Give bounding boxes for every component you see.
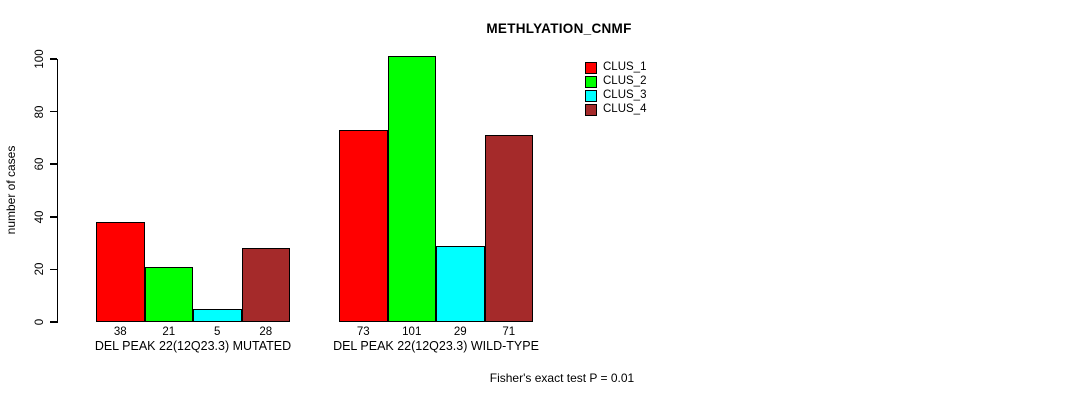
legend-item-clus_4: CLUS_4 <box>585 103 646 117</box>
y-tick <box>49 110 57 113</box>
bar-value-label: 28 <box>259 326 273 338</box>
bar-value-label: 38 <box>113 326 127 338</box>
y-tick-label: 0 <box>34 318 46 326</box>
y-tick-label: 40 <box>34 210 46 224</box>
bar-value-label: 29 <box>453 326 467 338</box>
legend-item-clus_3: CLUS_3 <box>585 89 646 103</box>
bar-clus_1-group2 <box>339 130 388 322</box>
group-label: DEL PEAK 22(12Q23.3) WILD-TYPE <box>333 339 539 353</box>
bar-clus_2-group1 <box>144 266 193 322</box>
footer-annotation: Fisher's exact test P = 0.01 <box>489 371 635 385</box>
y-tick-label: 80 <box>34 105 46 118</box>
y-tick <box>49 216 57 218</box>
legend-swatch-clus_3 <box>585 90 597 102</box>
bar-clus_1-group1 <box>96 222 145 322</box>
y-tick <box>49 321 57 323</box>
chart-title: METHLYATION_CNMF <box>486 21 632 36</box>
y-tick <box>49 58 57 60</box>
legend-label: CLUS_4 <box>603 103 647 116</box>
y-axis-line <box>56 59 58 323</box>
y-tick-label: 60 <box>34 157 46 171</box>
bar-clus_4-group2 <box>484 135 533 322</box>
bar-value-label: 73 <box>356 326 370 338</box>
legend-label: CLUS_1 <box>603 61 647 74</box>
bar-value-label: 101 <box>402 326 422 338</box>
bar-clus_3-group1 <box>193 308 242 322</box>
legend-label: CLUS_2 <box>603 75 647 88</box>
y-tick-label: 100 <box>34 49 46 69</box>
legend-swatch-clus_2 <box>585 76 597 88</box>
bar-clus_3-group2 <box>436 245 485 322</box>
legend-swatch-clus_1 <box>585 62 597 74</box>
y-tick-label: 20 <box>34 262 46 276</box>
bar-clus_4-group1 <box>241 248 290 322</box>
legend-swatch-clus_4 <box>585 104 597 116</box>
bar-value-label: 71 <box>502 326 516 338</box>
bar-value-label: 5 <box>214 326 221 338</box>
legend: CLUS_1 CLUS_2 CLUS_3 CLUS_4 <box>585 61 646 117</box>
bar-value-label: 21 <box>162 326 176 338</box>
group-label: DEL PEAK 22(12Q23.3) MUTATED <box>94 339 292 353</box>
y-tick <box>49 163 57 165</box>
legend-item-clus_2: CLUS_2 <box>585 75 646 89</box>
y-tick <box>49 268 57 271</box>
legend-label: CLUS_3 <box>603 89 647 102</box>
legend-item-clus_1: CLUS_1 <box>585 61 646 75</box>
bar-clus_2-group2 <box>387 56 436 322</box>
